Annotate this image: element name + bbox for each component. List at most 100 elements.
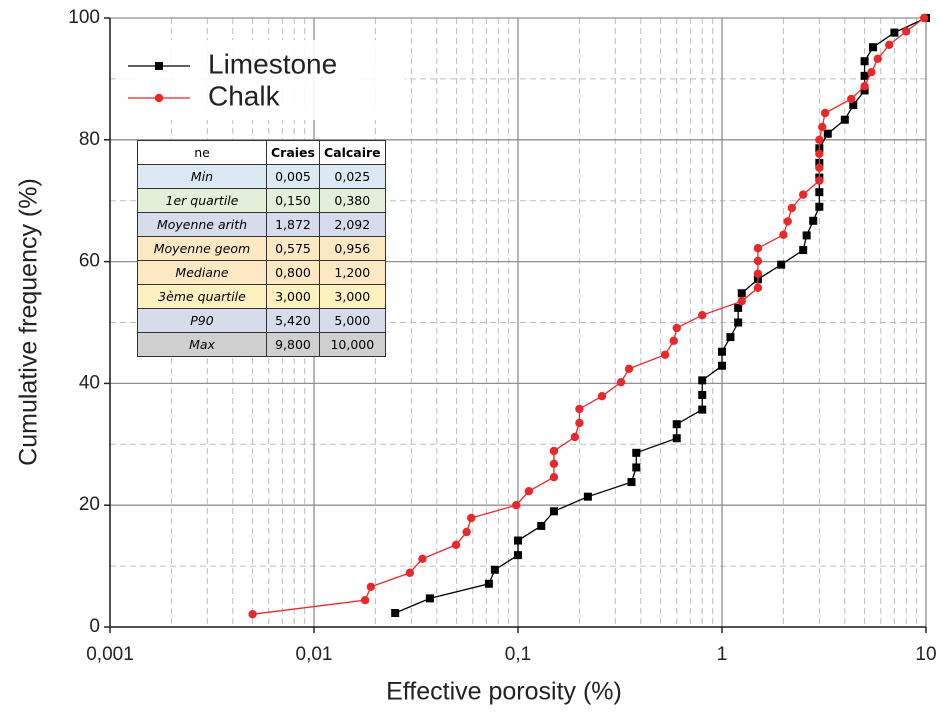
table-cell: Mediane (137, 260, 267, 285)
table-row: 1er quartile 0,150 0,380 (137, 188, 386, 213)
table-cell: 3,000 (266, 284, 320, 309)
y-tick-label: 40 (79, 372, 100, 393)
marker (660, 350, 670, 359)
marker (512, 501, 521, 510)
y-axis-label: Cumulative frequency (%) (15, 178, 43, 466)
marker (860, 82, 869, 91)
marker (405, 568, 415, 577)
marker (248, 610, 257, 619)
y-tick-label: 20 (79, 494, 100, 515)
table-cell: 1,872 (266, 212, 320, 237)
marker (726, 333, 735, 342)
marker (779, 230, 788, 240)
marker (484, 579, 493, 588)
marker (672, 323, 681, 333)
marker (627, 478, 636, 487)
table-cell: 1,200 (318, 260, 386, 285)
marker (849, 101, 858, 110)
table-cell: 0,150 (266, 188, 320, 213)
marker (737, 296, 746, 306)
y-tick-label: 80 (79, 129, 100, 150)
marker (818, 122, 827, 132)
y-tick-label: 0 (89, 616, 100, 637)
marker (902, 27, 911, 36)
legend-label: Limestone (208, 48, 337, 79)
table-row: Moyenne geom 0,575 0,956 (137, 236, 386, 261)
marker (860, 57, 869, 66)
legend-box (115, 40, 405, 120)
marker (154, 93, 164, 103)
marker (669, 336, 678, 345)
marker (753, 256, 763, 266)
x-tick-label: 1 (717, 644, 728, 665)
table-cell: 3ème quartile (137, 284, 267, 309)
table-header-cell: ne (137, 140, 267, 165)
table-cell: 5,000 (318, 308, 386, 333)
stats-table: ne Craies Calcaire Min 0,005 0,025 1er quartil… (137, 140, 386, 357)
marker (869, 43, 878, 52)
marker (753, 283, 763, 292)
marker (616, 377, 626, 387)
table-cell: 5,420 (266, 308, 320, 333)
marker (570, 432, 580, 442)
marker (698, 376, 707, 385)
table-cell: Moyenne arith (137, 212, 267, 237)
marker (632, 448, 641, 457)
table-cell: 2,092 (318, 212, 386, 237)
marker (815, 135, 824, 144)
y-tick-label: 100 (68, 7, 100, 28)
marker (597, 391, 607, 401)
table-header-cell: Calcaire (318, 140, 386, 165)
marker (734, 303, 743, 312)
marker (490, 565, 499, 574)
legend-label: Chalk (208, 80, 281, 111)
series (391, 14, 930, 617)
marker (799, 246, 808, 255)
marker (847, 94, 856, 104)
marker (698, 390, 707, 399)
marker (537, 521, 546, 530)
marker (514, 551, 522, 560)
table-cell: Moyenne geom (137, 236, 267, 261)
marker (360, 596, 370, 605)
marker (860, 86, 869, 95)
marker (783, 217, 792, 226)
table-cell: Max (137, 332, 267, 357)
marker (890, 28, 899, 37)
table-row: 3ème quartile 3,000 3,000 (137, 284, 386, 309)
marker (549, 472, 559, 482)
y-tick-label: 60 (79, 251, 100, 272)
x-tick-label: 0,1 (505, 644, 531, 665)
marker (873, 54, 882, 64)
series (248, 13, 929, 619)
marker (575, 404, 584, 414)
marker (820, 108, 830, 118)
marker (753, 269, 763, 278)
marker (802, 231, 811, 240)
table-cell: 0,380 (318, 188, 386, 213)
marker (815, 149, 824, 159)
table-header-row: ne Craies Calcaire (137, 140, 386, 165)
x-axis-label: Effective porosity (%) (386, 678, 622, 706)
marker (809, 216, 818, 225)
marker (698, 310, 707, 320)
marker (840, 115, 849, 124)
marker (632, 463, 641, 472)
marker (815, 188, 824, 197)
marker (549, 459, 559, 468)
marker (549, 446, 559, 456)
marker (815, 176, 824, 185)
marker (860, 71, 869, 80)
x-tick-label: 0,001 (86, 644, 134, 665)
marker (920, 13, 929, 23)
marker (624, 364, 634, 373)
marker (815, 163, 824, 173)
marker (787, 203, 797, 213)
marker (798, 190, 808, 199)
marker (734, 318, 743, 327)
marker (823, 129, 832, 138)
marker (718, 347, 726, 356)
